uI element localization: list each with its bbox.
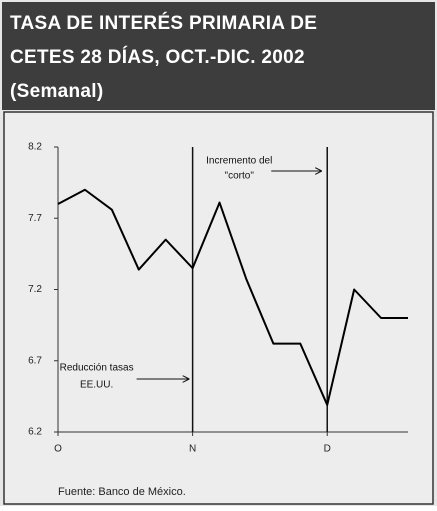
- y-tick-label: 7.7: [28, 213, 42, 224]
- y-tick-label: 8.2: [28, 142, 42, 153]
- annotation: "corto": [225, 171, 255, 182]
- source-note: Fuente: Banco de México.: [58, 486, 186, 498]
- chart-title-line: TASA DE INTERÉS PRIMARIA DE: [10, 12, 317, 34]
- chart-title-line: CETES 28 DÍAS, OCT.-DIC. 2002: [10, 46, 305, 68]
- annotation: Reducción tasas: [60, 363, 134, 374]
- x-tick-label: O: [54, 444, 62, 455]
- header-box: [2, 2, 435, 110]
- chart-subtitle: (Semanal): [10, 81, 104, 102]
- y-tick-label: 6.2: [28, 427, 42, 438]
- y-tick-label: 6.7: [28, 355, 42, 366]
- series-line: [57, 188, 408, 406]
- x-tick-label: N: [189, 444, 196, 455]
- x-tick-label: D: [324, 444, 331, 455]
- annotation: EE.UU.: [80, 380, 113, 391]
- annotation: Incremento del: [206, 156, 272, 167]
- y-tick-label: 7.2: [28, 284, 42, 295]
- chart-frame: [3, 111, 434, 505]
